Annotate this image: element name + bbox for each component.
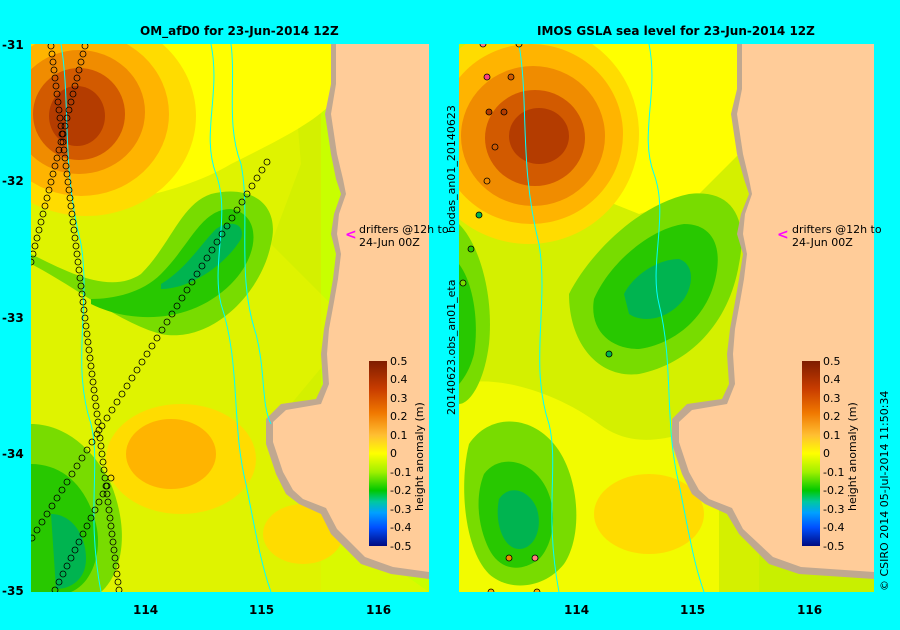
left-cbar-tick: -0.1 [390,466,412,479]
right-panel-title: IMOS GSLA sea level for 23-Jun-2014 12Z [537,24,815,38]
left-map-svg [31,44,429,592]
right-annotation-line2: 24-Jun 00Z [792,236,853,249]
right-cbar-tick: 0.3 [823,392,841,405]
right-cbar-tick: 0.4 [823,373,841,386]
right-lon-label-116: 116 [797,603,823,617]
side-label-bodas: bodas_an01_20140623 [445,105,458,233]
right-cbar-tick: 0.2 [823,410,841,423]
right-lon-label-114: 114 [564,603,590,617]
left-drifter-annotation: drifters @12h to 24-Jun 00Z [359,223,449,249]
lat-label-33: -33 [2,311,24,325]
right-lon-label-115: 115 [680,603,706,617]
right-map-svg [459,44,874,592]
credit-label: © CSIRO 2014 05-Jul-2014 11:50:34 [878,390,891,591]
right-annotation-line1: drifters @12h to [792,223,882,236]
side-label-obs: 20140623.obs_an01_eta [445,279,458,415]
right-cbar-tick: -0.5 [823,540,845,553]
left-cbar-tick: -0.4 [390,521,412,534]
left-cbar-tick: 0.3 [390,392,408,405]
right-drifter-arrow: < [777,227,789,243]
lat-label-32: -32 [2,174,24,188]
right-cbar-tick: -0.3 [823,503,845,516]
left-panel-title: OM_afD0 for 23-Jun-2014 12Z [140,24,339,38]
left-drifter-arrow: < [345,227,357,243]
left-cbar-tick: -0.5 [390,540,412,553]
left-cbar-tick: -0.3 [390,503,412,516]
left-cbar-tick: 0.2 [390,410,408,423]
left-lon-label-115: 115 [249,603,275,617]
left-cbar-tick: 0.4 [390,373,408,386]
right-cbar-tick: -0.2 [823,484,845,497]
right-drifter-annotation: drifters @12h to 24-Jun 00Z [792,223,882,249]
right-map[interactable] [459,44,874,592]
left-cbar-tick: -0.2 [390,484,412,497]
right-cbar-tick: 0.5 [823,355,841,368]
right-colorbar-gradient [802,361,820,546]
left-map[interactable] [31,44,429,592]
left-cbar-tick: 0.5 [390,355,408,368]
right-colorbar-title: height anomaly (m) [846,402,859,511]
left-cbar-tick: 0.1 [390,429,408,442]
right-cbar-tick: 0.1 [823,429,841,442]
left-annotation-line1: drifters @12h to [359,223,449,236]
left-lon-label-114: 114 [133,603,159,617]
lat-label-31: -31 [2,38,24,52]
right-cbar-tick: 0 [823,447,830,460]
left-colorbar-gradient [369,361,387,546]
left-cbar-tick: 0 [390,447,397,460]
lat-label-35: -35 [2,584,24,598]
lat-label-34: -34 [2,447,24,461]
right-cbar-tick: -0.1 [823,466,845,479]
left-lon-label-116: 116 [366,603,392,617]
left-colorbar-title: height anomaly (m) [413,402,426,511]
left-annotation-line2: 24-Jun 00Z [359,236,420,249]
right-cbar-tick: -0.4 [823,521,845,534]
